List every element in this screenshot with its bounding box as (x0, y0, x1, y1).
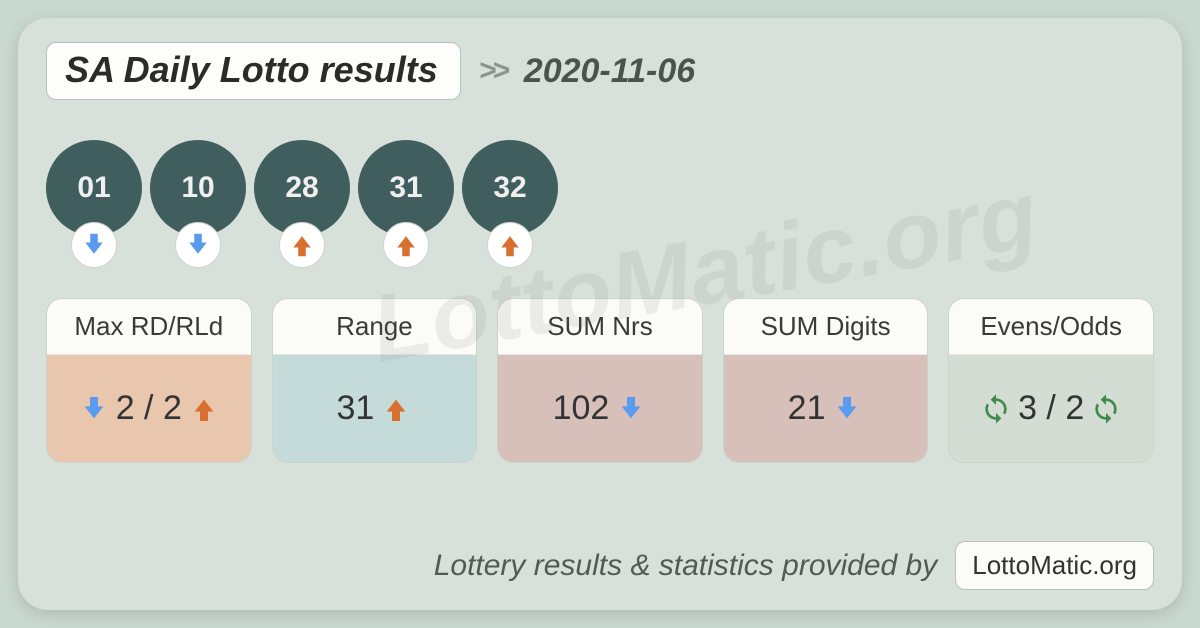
result-date: 2020-11-06 (524, 52, 695, 91)
result-card: SA Daily Lotto results >> 2020-11-06 011… (18, 18, 1182, 610)
arrow-down-icon (175, 222, 221, 268)
footer: Lottery results & statistics provided by… (46, 521, 1154, 590)
stat-card: Range 31 (272, 298, 478, 463)
stat-value-text: 2 / 2 (116, 389, 182, 428)
stat-label: SUM Digits (724, 299, 928, 355)
stat-label: SUM Nrs (498, 299, 702, 355)
stat-label: Max RD/RLd (47, 299, 251, 355)
stat-value: 21 (724, 355, 928, 462)
arrow-up-icon (487, 222, 533, 268)
arrow-up-icon (279, 222, 325, 268)
arrow-down-icon (71, 222, 117, 268)
stat-value: 3 / 2 (949, 355, 1153, 462)
stat-value-text: 21 (788, 389, 826, 428)
page-title: SA Daily Lotto results (46, 42, 461, 100)
arrow-down-icon (831, 393, 863, 425)
ball: 31 (358, 140, 454, 268)
stat-value: 2 / 2 (47, 355, 251, 462)
header: SA Daily Lotto results >> 2020-11-06 (46, 42, 1154, 100)
stat-card: Evens/Odds 3 / 2 (948, 298, 1154, 463)
ball: 10 (150, 140, 246, 268)
ball: 01 (46, 140, 142, 268)
stat-value-text: 31 (336, 389, 374, 428)
balls-row: 0110283132 (46, 140, 1154, 268)
footer-brand: LottoMatic.org (955, 541, 1154, 590)
stat-value: 31 (273, 355, 477, 462)
stat-value-text: 102 (553, 389, 610, 428)
footer-text: Lottery results & statistics provided by (434, 549, 938, 583)
stats-row: Max RD/RLd 2 / 2 Range 31 SUM Nrs 102 SU… (46, 298, 1154, 463)
arrow-up-icon (188, 393, 220, 425)
ball: 32 (462, 140, 558, 268)
arrow-down-icon (615, 393, 647, 425)
arrow-up-icon (383, 222, 429, 268)
stat-value: 102 (498, 355, 702, 462)
stat-card: SUM Digits 21 (723, 298, 929, 463)
stat-card: Max RD/RLd 2 / 2 (46, 298, 252, 463)
recycle-icon (1090, 393, 1122, 425)
recycle-icon (980, 393, 1012, 425)
arrow-up-icon (380, 393, 412, 425)
stat-label: Evens/Odds (949, 299, 1153, 355)
stat-value-text: 3 / 2 (1018, 389, 1084, 428)
stat-card: SUM Nrs 102 (497, 298, 703, 463)
ball: 28 (254, 140, 350, 268)
stat-label: Range (273, 299, 477, 355)
chevron-icon: >> (479, 54, 506, 88)
arrow-down-icon (78, 393, 110, 425)
